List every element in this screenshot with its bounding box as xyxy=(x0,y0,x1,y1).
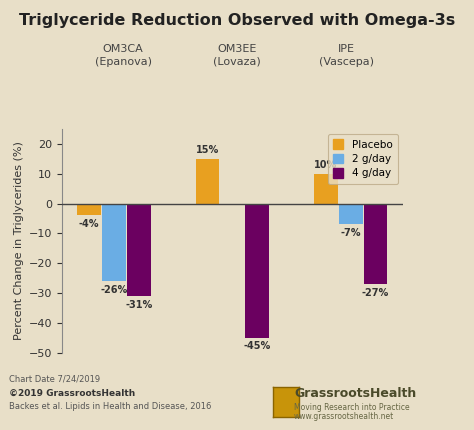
Bar xyxy=(339,203,363,224)
Bar xyxy=(364,203,387,284)
Text: -27%: -27% xyxy=(362,288,389,298)
Bar xyxy=(77,203,101,215)
Text: ©2019 GrassrootsHealth: ©2019 GrassrootsHealth xyxy=(9,389,136,398)
Text: GrassrootsHealth: GrassrootsHealth xyxy=(294,387,416,400)
Y-axis label: Percent Change in Triglycerides (%): Percent Change in Triglycerides (%) xyxy=(14,141,24,340)
Text: Chart Date 7/24/2019: Chart Date 7/24/2019 xyxy=(9,374,100,383)
Legend: Placebo, 2 g/day, 4 g/day: Placebo, 2 g/day, 4 g/day xyxy=(328,134,398,184)
Text: -45%: -45% xyxy=(244,341,271,351)
Text: -7%: -7% xyxy=(340,228,361,238)
Text: -4%: -4% xyxy=(79,219,99,229)
Text: OM3EE
(Lovaza): OM3EE (Lovaza) xyxy=(213,44,261,67)
Bar xyxy=(245,203,269,338)
Text: 10%: 10% xyxy=(314,160,337,170)
Text: -26%: -26% xyxy=(100,285,128,295)
Bar xyxy=(314,174,337,203)
Text: -31%: -31% xyxy=(125,300,152,310)
Text: 15%: 15% xyxy=(196,145,219,155)
Text: Moving Research into Practice: Moving Research into Practice xyxy=(294,403,410,412)
Text: www.grassrootshealth.net: www.grassrootshealth.net xyxy=(294,412,394,421)
Bar xyxy=(127,203,151,296)
Text: Triglyceride Reduction Observed with Omega-3s: Triglyceride Reduction Observed with Ome… xyxy=(19,13,455,28)
Text: OM3CA
(Epanova): OM3CA (Epanova) xyxy=(95,44,152,67)
Text: IPE
(Vascepa): IPE (Vascepa) xyxy=(319,44,374,67)
Text: Backes et al. Lipids in Health and Disease, 2016: Backes et al. Lipids in Health and Disea… xyxy=(9,402,212,411)
Bar xyxy=(102,203,126,281)
Bar xyxy=(196,159,219,203)
